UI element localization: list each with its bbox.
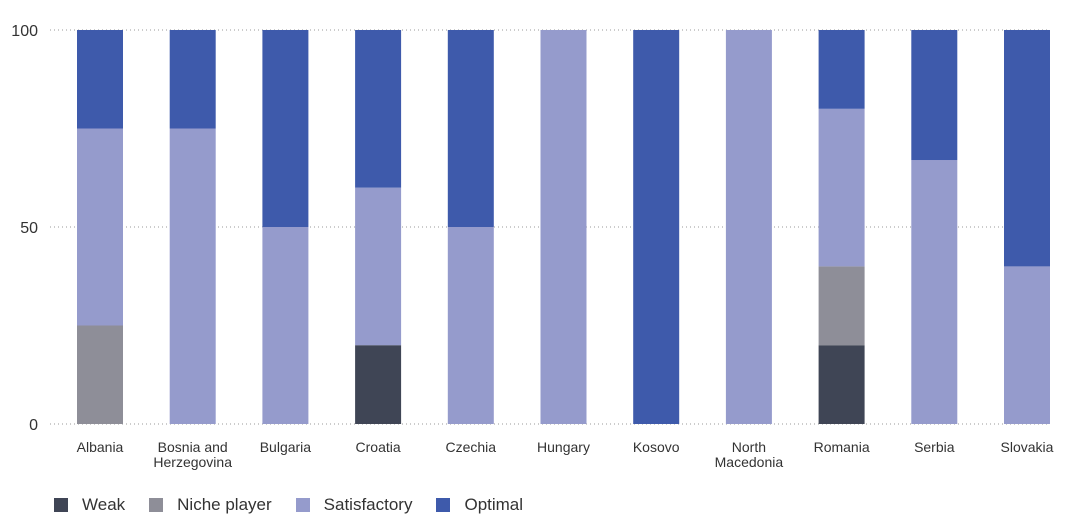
bar-albania-niche-player <box>77 325 123 424</box>
bar-romania-satisfactory <box>818 108 865 267</box>
bar-romania-optimal <box>818 30 865 109</box>
legend-item-satisfactory: Satisfactory <box>295 495 413 515</box>
legend: Weak Niche player Satisfactory Optimal <box>54 495 547 515</box>
bar-albania-optimal <box>77 30 123 129</box>
bar-romania-weak <box>818 345 865 424</box>
x-label-north-macedonia: North Macedonia <box>715 439 784 470</box>
x-label-romania: Romania <box>814 439 870 455</box>
bar-albania-satisfactory <box>77 128 123 326</box>
bar-croatia-optimal <box>355 30 402 188</box>
x-label-czechia: Czechia <box>446 439 497 455</box>
bar-bosnia-and-herzegovina-satisfactory <box>169 128 216 424</box>
stacked-bar-chart: 0 50 100 Albania Bosnia and Herzegovina Bulga… <box>11 23 1054 470</box>
y-tick-label-0: 0 <box>29 417 38 434</box>
bar-slovakia-satisfactory <box>1004 266 1050 424</box>
bar-croatia-satisfactory <box>355 187 402 346</box>
bar-serbia-optimal <box>911 30 958 161</box>
legend-swatch-satisfactory <box>295 498 310 512</box>
legend-label-satisfactory: Satisfactory <box>323 495 413 514</box>
bars <box>77 30 1050 424</box>
y-axis-ticks: 0 50 100 <box>11 23 38 434</box>
x-label-bosnia-and-herzegovina: Bosnia and Herzegovina <box>153 439 232 470</box>
bar-hungary-satisfactory <box>540 30 587 424</box>
legend-label-niche-player: Niche player <box>177 495 272 514</box>
legend-swatch-niche-player <box>149 498 164 512</box>
legend-label-weak: Weak <box>82 495 126 514</box>
bar-north-macedonia-satisfactory <box>725 30 772 424</box>
bar-czechia-satisfactory <box>447 227 494 424</box>
x-label-hungary: Hungary <box>537 439 590 455</box>
x-label-serbia: Serbia <box>914 439 955 455</box>
x-label-croatia: Croatia <box>356 439 401 455</box>
legend-swatch-weak <box>54 498 68 512</box>
y-tick-label-50: 50 <box>20 220 38 237</box>
x-label-slovakia: Slovakia <box>1001 439 1054 455</box>
bar-czechia-optimal <box>447 30 494 227</box>
bar-croatia-weak <box>355 345 402 424</box>
x-label-albania: Albania <box>77 439 124 455</box>
bar-bosnia-and-herzegovina-optimal <box>169 30 216 129</box>
legend-label-optimal: Optimal <box>464 495 524 514</box>
y-tick-label-100: 100 <box>11 23 38 40</box>
bar-kosovo-optimal <box>633 30 680 424</box>
legend-swatch-optimal <box>436 498 451 512</box>
legend-item-niche-player: Niche player <box>149 495 272 515</box>
legend-item-optimal: Optimal <box>436 495 523 515</box>
bar-bulgaria-satisfactory <box>262 227 309 424</box>
x-label-kosovo: Kosovo <box>633 439 680 455</box>
bar-serbia-satisfactory <box>911 160 958 424</box>
x-axis-labels: Albania Bosnia and Herzegovina Bulgaria Croa… <box>77 439 1054 470</box>
bar-romania-niche-player <box>818 266 865 346</box>
bar-slovakia-optimal <box>1004 30 1050 267</box>
x-label-bulgaria: Bulgaria <box>260 439 312 455</box>
legend-item-weak: Weak <box>54 495 125 515</box>
bar-bulgaria-optimal <box>262 30 309 227</box>
